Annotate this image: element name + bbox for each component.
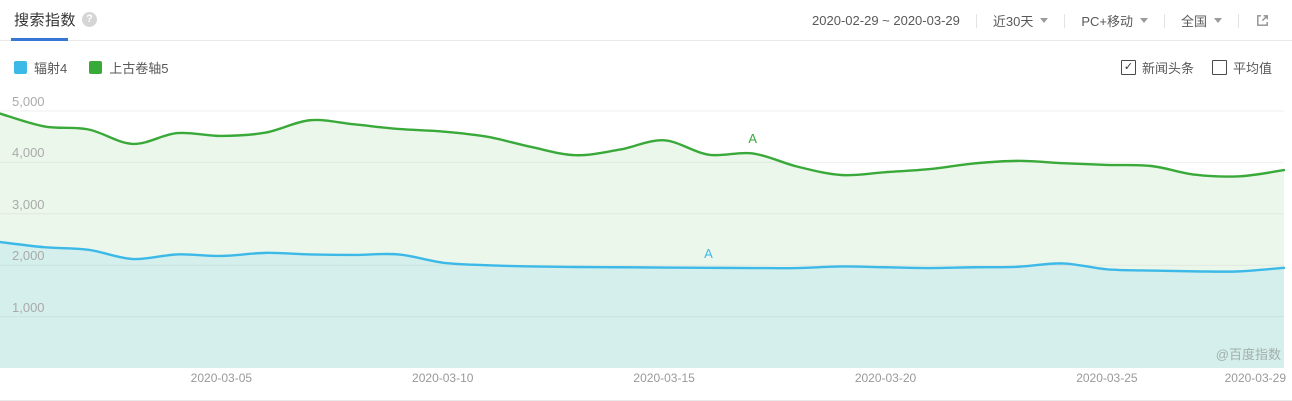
overlay-options: ✓ 新闻头条 平均值 — [1120, 58, 1272, 77]
news-annotation-marker[interactable]: A — [748, 131, 758, 147]
legend-label: 上古卷轴5 — [109, 61, 169, 76]
watermark: @百度指数 — [1215, 347, 1281, 362]
legend-swatch — [89, 61, 103, 74]
news-annotation-marker[interactable]: A — [704, 245, 713, 261]
toolbar-divider — [975, 13, 977, 28]
external-link-icon[interactable] — [1255, 13, 1270, 28]
chevron-down-icon — [1139, 18, 1148, 23]
x-axis-label: 2020-03-25 — [1076, 371, 1138, 385]
x-axis-label: 2020-03-15 — [633, 371, 695, 385]
legend-label: 辐射4 — [34, 61, 68, 76]
checkbox-label: 平均值 — [1232, 61, 1272, 76]
y-axis-label: 3,000 — [12, 196, 45, 212]
widget-header: 搜索指数 ? 2020-02-29 ~ 2020-03-29 近30天 PC+移… — [0, 0, 1292, 41]
toolbar-divider — [1163, 13, 1165, 28]
platform-dropdown[interactable]: PC+移动 — [1081, 11, 1148, 30]
x-axis-label: 2020-03-29 — [1224, 371, 1286, 385]
legend-swatch — [14, 61, 27, 74]
toolbar: 2020-02-29 ~ 2020-03-29 近30天 PC+移动 全国 — [812, 0, 1270, 41]
area-辐射4 — [0, 242, 1284, 368]
line-辐射4[interactable] — [0, 240, 1286, 273]
y-axis-label: 4,000 — [12, 145, 45, 161]
checkbox-label: 新闻头条 — [1141, 61, 1194, 76]
y-axis-label: 1,000 — [12, 299, 45, 315]
x-axis-label: 2020-03-20 — [854, 371, 917, 385]
line-上古卷轴5[interactable] — [0, 112, 1286, 178]
toolbar-divider — [1238, 13, 1239, 28]
x-axis-label: 2020-03-10 — [412, 371, 474, 385]
active-tab-underline — [11, 38, 68, 41]
checkbox-option[interactable]: 平均值 — [1211, 58, 1272, 77]
legend: 辐射4 上古卷轴5 — [14, 58, 168, 77]
area-上古卷轴5 — [0, 113, 1284, 368]
platform-label: PC+移动 — [1081, 14, 1133, 29]
title-wrap: 搜索指数 ? — [14, 9, 98, 30]
date-range[interactable]: 2020-02-29 ~ 2020-03-29 — [812, 13, 960, 28]
help-icon[interactable]: ? — [82, 12, 98, 27]
y-axis-label: 5,000 — [12, 94, 45, 109]
region-label: 全国 — [1180, 14, 1207, 29]
chevron-down-icon — [1214, 18, 1222, 23]
checkbox-checked-icon: ✓ — [1120, 60, 1136, 75]
checkbox-option[interactable]: ✓ 新闻头条 — [1120, 58, 1194, 77]
toolbar-divider — [1064, 13, 1066, 28]
page-title: 搜索指数 — [14, 12, 77, 29]
duration-dropdown[interactable]: 近30天 — [992, 11, 1049, 30]
region-dropdown[interactable]: 全国 — [1181, 11, 1222, 30]
legend-item[interactable]: 辐射4 — [14, 58, 67, 77]
checkbox-unchecked-icon — [1211, 60, 1227, 75]
chevron-down-icon — [1040, 18, 1049, 23]
x-axis-label: 2020-03-05 — [190, 371, 253, 385]
y-axis-label: 2,000 — [12, 248, 45, 264]
duration-label: 近30天 — [992, 14, 1034, 29]
legend-item[interactable]: 上古卷轴5 — [89, 58, 168, 77]
